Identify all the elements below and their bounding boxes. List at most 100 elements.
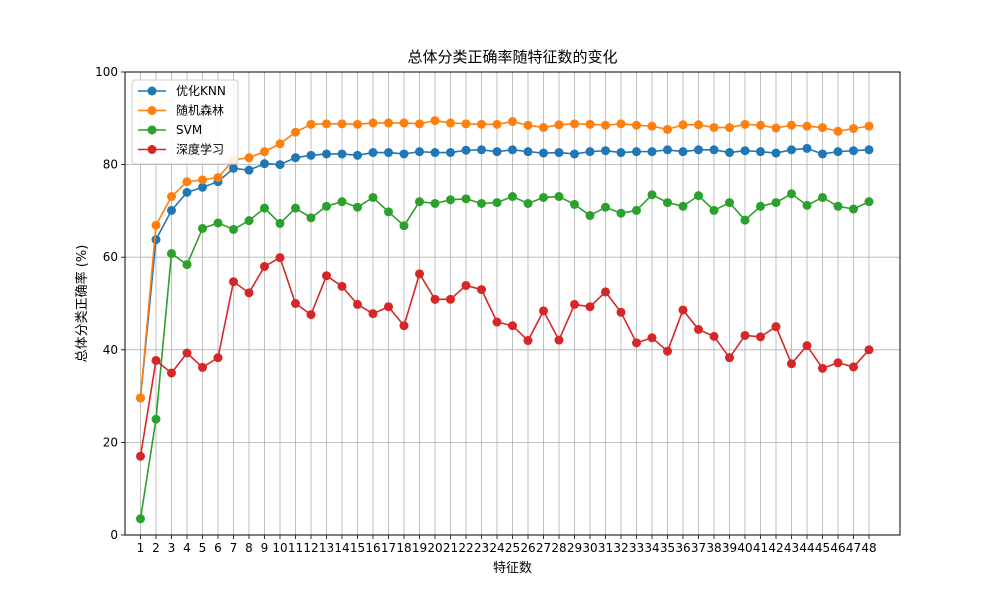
- x-tick-label: 47: [846, 541, 861, 555]
- data-point: [787, 120, 796, 130]
- data-point: [802, 121, 812, 131]
- data-point: [182, 260, 192, 270]
- data-point: [849, 362, 858, 372]
- data-point: [415, 147, 424, 157]
- legend-entry: SVM: [138, 123, 202, 137]
- data-point: [787, 189, 796, 199]
- data-point: [570, 299, 579, 309]
- data-point: [492, 147, 502, 157]
- x-tick-label: 19: [412, 541, 427, 555]
- series-layer: [136, 116, 874, 524]
- legend-marker: [147, 125, 157, 135]
- data-point: [368, 148, 378, 158]
- data-point: [663, 198, 672, 208]
- data-point: [167, 192, 176, 202]
- data-point: [477, 145, 486, 155]
- data-point: [725, 148, 734, 158]
- x-tick-label: 33: [629, 541, 644, 555]
- x-tick-label: 11: [288, 541, 303, 555]
- legend-entry: 随机森林: [138, 103, 224, 118]
- data-point: [399, 118, 409, 128]
- data-point: [306, 150, 316, 160]
- data-point: [167, 248, 176, 258]
- data-point: [353, 150, 362, 160]
- data-point: [384, 302, 393, 312]
- data-point: [709, 331, 719, 341]
- data-point: [694, 324, 703, 334]
- data-point: [446, 294, 455, 304]
- y-tick-label: 100: [95, 65, 118, 79]
- data-point: [508, 192, 517, 202]
- data-point: [725, 198, 734, 208]
- data-point: [508, 321, 517, 331]
- data-point: [198, 175, 207, 185]
- data-point: [771, 123, 781, 133]
- data-point: [849, 146, 858, 156]
- data-point: [461, 145, 471, 155]
- data-point: [833, 201, 843, 211]
- data-point: [151, 235, 161, 245]
- data-point: [508, 117, 517, 127]
- data-point: [213, 218, 223, 228]
- x-tick-label: 5: [199, 541, 207, 555]
- data-point: [554, 335, 564, 345]
- data-point: [647, 147, 657, 157]
- data-point: [740, 119, 750, 129]
- data-point: [864, 121, 874, 131]
- x-axis-label: 特征数: [493, 561, 532, 576]
- data-point: [601, 287, 610, 297]
- data-point: [275, 160, 285, 170]
- data-point: [740, 215, 750, 225]
- data-point: [756, 147, 765, 157]
- data-point: [353, 202, 362, 212]
- x-tick-label: 29: [567, 541, 582, 555]
- x-tick-label: 42: [768, 541, 783, 555]
- data-point: [182, 348, 192, 358]
- data-point: [647, 333, 657, 343]
- data-point: [802, 341, 812, 351]
- data-point: [306, 119, 316, 129]
- data-point: [415, 197, 424, 207]
- data-point: [694, 191, 703, 201]
- data-point: [771, 148, 781, 158]
- legend-marker: [147, 106, 157, 115]
- data-point: [570, 199, 579, 209]
- series-3: [136, 189, 874, 524]
- x-tick-label: 46: [830, 541, 845, 555]
- x-tick-label: 20: [427, 541, 442, 555]
- data-point: [182, 177, 192, 187]
- y-axis-ticks: 0 20 40 60 80 100: [95, 65, 125, 542]
- data-point: [492, 317, 502, 327]
- data-point: [709, 205, 719, 215]
- data-point: [229, 277, 238, 287]
- data-point: [477, 198, 486, 208]
- x-tick-label: 21: [443, 541, 458, 555]
- data-point: [322, 201, 331, 211]
- series-4: [136, 253, 874, 461]
- data-point: [446, 118, 455, 128]
- data-point: [849, 123, 858, 133]
- data-point: [570, 119, 579, 129]
- data-point: [554, 120, 564, 130]
- data-point: [601, 202, 610, 212]
- data-point: [787, 145, 796, 155]
- data-point: [415, 119, 424, 129]
- data-point: [585, 211, 595, 221]
- chart-title: 总体分类正确率随特征数的变化: [407, 48, 617, 66]
- data-point: [384, 148, 393, 158]
- x-axis-ticks: 1 2 3 4 5 6 7 8 9 10 11 12 13 14 15 16 17 18 19 20 21 22 23 24 2…: [137, 535, 877, 555]
- data-point: [678, 147, 688, 157]
- x-tick-label: 9: [261, 541, 269, 555]
- data-point: [291, 153, 300, 163]
- legend-marker: [147, 145, 157, 154]
- series-1: [136, 143, 874, 403]
- legend-label: SVM: [176, 123, 202, 137]
- x-tick-label: 37: [691, 541, 706, 555]
- data-point: [818, 363, 827, 373]
- data-point: [492, 119, 502, 129]
- data-point: [446, 148, 455, 158]
- x-tick-label: 8: [245, 541, 253, 555]
- x-tick-label: 6: [214, 541, 222, 555]
- data-point: [430, 116, 440, 126]
